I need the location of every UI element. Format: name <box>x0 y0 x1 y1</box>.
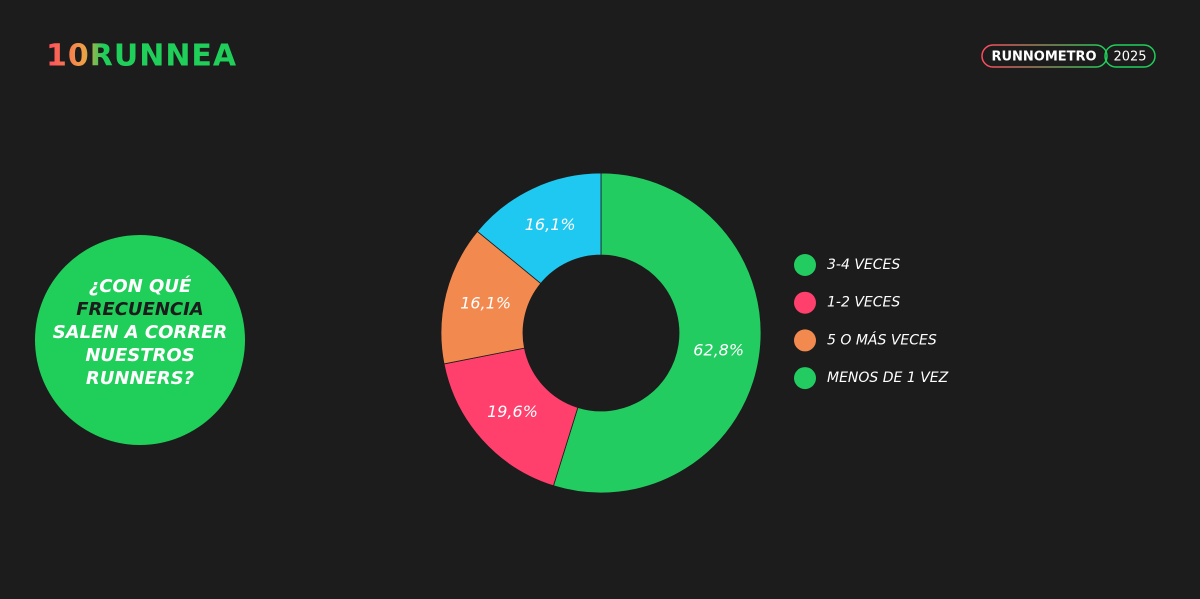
badge-frame <box>981 44 1108 68</box>
question-line: RUNNERS? <box>86 368 194 389</box>
donut-slice <box>476 172 602 285</box>
legend-swatch <box>794 254 816 276</box>
legend-label: MENOS DE 1 VEZ <box>827 370 949 386</box>
question-line: FRECUENCIA <box>76 299 203 320</box>
donut-slice <box>443 347 579 487</box>
question-line: NUESTROS <box>85 345 194 366</box>
value-label: 19,6% <box>487 402 538 421</box>
legend-swatch <box>794 367 816 390</box>
value-label: 16,1% <box>460 293 511 312</box>
legend-label: 5 O MÁS VECES <box>827 331 937 348</box>
question-line: ¿CON QUÉ <box>89 275 192 297</box>
badge-label: RUNNOMETRO <box>991 50 1096 65</box>
badge-year: 2025 <box>1113 50 1146 65</box>
value-label: 62,8% <box>693 340 744 359</box>
legend-swatch <box>794 291 816 314</box>
chart: 62,8% 19,6% 16,1% 16,1% 3-4 VECES 1-2 VECES 5 … <box>440 172 949 494</box>
legend-label: 3-4 VECES <box>827 257 900 273</box>
donut-slice <box>552 172 762 494</box>
legend-label: 1-2 VECES <box>827 295 900 311</box>
logo: 10RUNNEA <box>46 39 237 74</box>
question-circle <box>35 235 245 445</box>
legend-swatch <box>794 329 816 352</box>
badge-year-frame <box>1104 44 1156 68</box>
value-label: 16,1% <box>525 215 576 234</box>
question-line: SALEN A CORRER <box>53 322 228 343</box>
